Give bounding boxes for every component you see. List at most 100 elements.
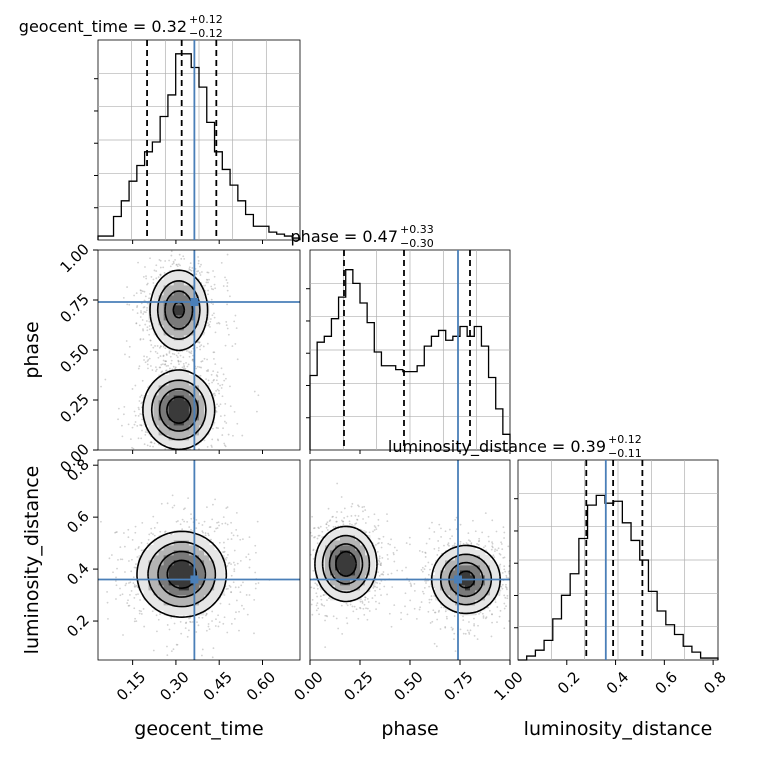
density-cell [450, 565, 456, 571]
density-cell [199, 420, 205, 426]
sample-point [142, 329, 145, 332]
sample-point [146, 360, 149, 362]
sample-point [149, 257, 151, 260]
density-cell [445, 590, 451, 596]
sample-point [474, 530, 477, 533]
sample-point [225, 377, 227, 380]
sample-point [215, 410, 218, 413]
density-cell [143, 395, 149, 401]
sample-point [143, 290, 146, 293]
density-cell [173, 390, 180, 396]
sample-point [219, 602, 222, 605]
sample-point [208, 526, 211, 529]
density-cell [365, 540, 371, 546]
sample-point [363, 603, 366, 606]
title-superscript: +0.33 [400, 223, 434, 236]
density-cell [440, 600, 446, 606]
histogram-step [97, 53, 301, 240]
density-cell [325, 560, 331, 566]
density-cell [445, 575, 451, 581]
density-cell [199, 320, 205, 326]
sample-point [459, 628, 462, 631]
sample-point [321, 604, 324, 607]
density-cell [350, 550, 356, 556]
sample-point [211, 438, 214, 441]
phase-marginal-panel: phase = 0.47 +0.33−0.30 [291, 223, 511, 451]
density-cell [143, 595, 149, 601]
sample-point [216, 388, 219, 391]
density-cell [193, 395, 200, 401]
density-cell [158, 310, 165, 316]
density-cell [219, 570, 225, 576]
sample-point [206, 446, 209, 448]
density-cell [355, 545, 361, 551]
density-cell [178, 405, 185, 411]
sample-point [381, 573, 384, 575]
sample-point [352, 610, 355, 613]
sample-point [230, 521, 232, 524]
sample-point [140, 437, 143, 440]
sample-point [328, 520, 331, 522]
sample-point [387, 573, 389, 576]
sample-point [226, 631, 229, 634]
sample-point [473, 624, 475, 627]
sample-point [393, 604, 396, 607]
density-cell [360, 545, 366, 551]
sample-point [343, 517, 346, 519]
sample-point [153, 442, 156, 445]
sample-point [210, 538, 212, 541]
sample-point [383, 585, 386, 588]
density-cell [193, 390, 200, 396]
sample-point [212, 503, 214, 506]
density-cell [168, 375, 175, 381]
sample-point [140, 394, 143, 397]
sample-point [470, 542, 473, 544]
sample-point [227, 587, 229, 590]
density-cell [193, 420, 200, 426]
density-cell [158, 595, 165, 601]
sample-point [172, 648, 175, 651]
sample-point [171, 494, 174, 497]
sample-point [136, 556, 139, 558]
sample-point [440, 606, 443, 609]
density-cell [178, 370, 185, 376]
sample-point [341, 520, 344, 523]
sample-point [368, 531, 371, 534]
sample-point [185, 362, 187, 364]
density-cell [188, 605, 195, 611]
density-cell [168, 295, 175, 301]
sample-point [201, 654, 203, 657]
sample-point [152, 515, 155, 518]
sample-point [134, 525, 137, 528]
sample-point [235, 528, 238, 531]
density-cell [153, 430, 159, 436]
sample-point [204, 284, 207, 287]
sample-point [365, 531, 367, 533]
sample-point [167, 364, 170, 367]
sample-point [376, 586, 378, 589]
sample-point [145, 277, 148, 280]
sample-point [445, 615, 448, 618]
sample-point [135, 593, 138, 596]
sample-point [124, 353, 126, 356]
density-cell [188, 420, 195, 426]
sample-point [336, 510, 338, 513]
sample-point [164, 531, 166, 533]
density-cell [350, 540, 356, 546]
sample-point [136, 305, 139, 307]
sample-point [427, 610, 430, 613]
density-cell [173, 375, 180, 381]
density-cell [345, 560, 351, 566]
sample-point [204, 614, 207, 617]
sample-point [507, 570, 510, 573]
sample-point [192, 354, 194, 357]
sample-point [213, 275, 216, 278]
density-cell [188, 435, 195, 441]
density-cell [153, 410, 159, 416]
sample-point [158, 258, 161, 261]
sample-point [146, 542, 149, 545]
sample-point [453, 544, 456, 547]
sample-point [200, 360, 203, 363]
sample-point [141, 290, 144, 293]
sample-point [196, 346, 198, 349]
